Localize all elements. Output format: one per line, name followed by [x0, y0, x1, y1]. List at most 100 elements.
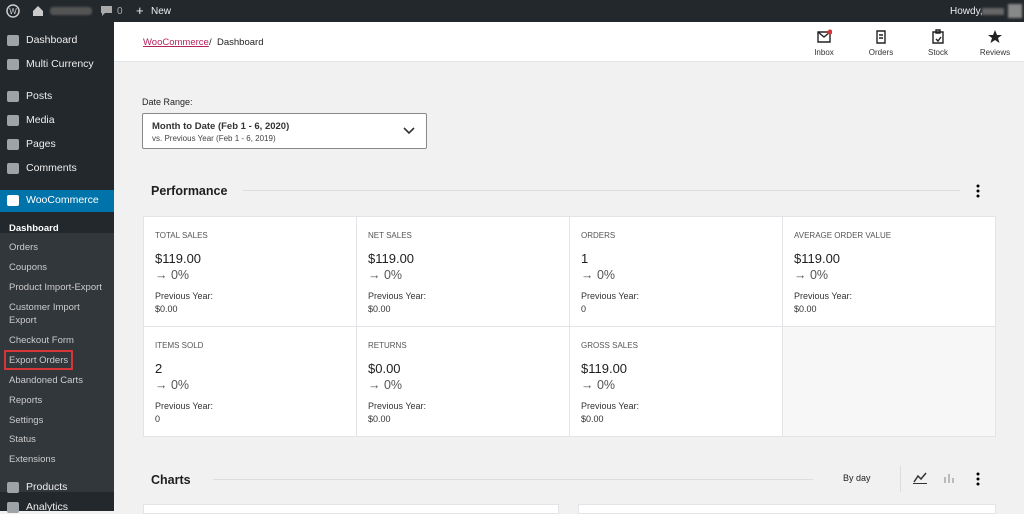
tile-previous-label: Previous Year:	[368, 291, 427, 301]
menu-icon	[7, 115, 19, 126]
tile-value: $119.00	[794, 251, 841, 266]
menu-item[interactable]: Posts	[26, 90, 53, 102]
metric-tile[interactable]: ITEMS SOLD 2 → 0% Previous Year: 0	[144, 327, 357, 437]
bar-chart-toggle[interactable]	[942, 472, 956, 484]
more-menu[interactable]	[973, 472, 983, 487]
menu-icon	[7, 502, 19, 513]
home-icon[interactable]	[32, 5, 44, 17]
line-chart-toggle[interactable]	[913, 472, 927, 484]
tile-change: → 0%	[581, 268, 616, 282]
tile-previous: $0.00	[155, 304, 178, 314]
menu-icon	[7, 482, 19, 493]
metric-tile[interactable]: NET SALES $119.00 → 0% Previous Year: $0.00	[357, 217, 570, 327]
date-range-primary: Month to Date (Feb 1 - 6, 2020)	[152, 121, 290, 132]
menu-item[interactable]: Analytics	[26, 501, 69, 513]
menu-icon	[7, 139, 19, 150]
charts-title: Charts	[151, 473, 191, 487]
tile-previous-label: Previous Year:	[794, 291, 853, 301]
tile-value: $119.00	[155, 251, 202, 266]
metric-tile[interactable]: GROSS SALES $119.00 → 0% Previous Year: $0.0…	[570, 327, 783, 437]
tile-previous: $0.00	[368, 304, 391, 314]
tile-previous: $0.00	[794, 304, 817, 314]
metric-tile[interactable]: RETURNS $0.00 → 0% Previous Year: $0.00	[357, 327, 570, 437]
breadcrumb-separator: /	[209, 37, 212, 48]
tile-label: GROSS SALES	[581, 341, 638, 350]
menu-item[interactable]: Dashboard	[26, 34, 78, 46]
chevron	[403, 127, 415, 135]
submenu-item[interactable]: Orders	[9, 242, 39, 253]
menu-arrow	[108, 195, 120, 207]
submenu-item[interactable]: Checkout Form	[9, 335, 74, 346]
interval-select[interactable]: By day	[843, 473, 871, 483]
submenu-item[interactable]: Status	[9, 434, 36, 445]
tile-value: 1	[581, 251, 589, 266]
date-range-select[interactable]: Month to Date (Feb 1 - 6, 2020) vs. Prev…	[142, 113, 427, 149]
menu-item-active[interactable]: WooCommerce	[26, 194, 99, 206]
comment-icon[interactable]	[101, 6, 112, 16]
svg-text:W: W	[9, 7, 17, 16]
menu-active	[0, 190, 114, 212]
submenu-item[interactable]: Settings	[9, 415, 44, 426]
menu-item[interactable]: Comments	[26, 162, 77, 174]
tile-previous: 0	[155, 414, 161, 424]
tile-value: $0.00	[368, 361, 401, 376]
action-icon[interactable]	[930, 29, 946, 45]
menu-icon	[7, 35, 19, 46]
menu-item[interactable]: Products	[26, 481, 68, 493]
submenu-item[interactable]: Product Import-Export	[9, 282, 102, 293]
action-icon[interactable]	[987, 29, 1003, 45]
submenu-item[interactable]: Customer Import Export	[9, 302, 80, 326]
tile-label: TOTAL SALES	[155, 231, 208, 240]
menu-icon	[7, 59, 19, 70]
tile-label: RETURNS	[368, 341, 407, 350]
performance-grid: TOTAL SALES $119.00 → 0% Previous Year: $0.0…	[143, 216, 996, 437]
tile-previous: $0.00	[368, 414, 391, 424]
action-label[interactable]: Inbox	[814, 48, 834, 57]
submenu-item[interactable]: Reports	[9, 395, 43, 406]
menu-item[interactable]: Multi Currency	[26, 58, 94, 70]
howdy[interactable]: Howdy,	[950, 6, 983, 17]
tile-change: → 0%	[368, 268, 403, 282]
date-range-secondary: vs. Previous Year (Feb 1 - 6, 2019)	[152, 134, 276, 143]
metric-tile[interactable]: ORDERS 1 → 0% Previous Year: 0	[570, 217, 783, 327]
breadcrumb-link[interactable]: WooCommerce	[143, 37, 209, 48]
submenu-item[interactable]: Abandoned Carts	[9, 375, 83, 386]
action-icon[interactable]	[873, 29, 889, 45]
divider	[213, 479, 813, 480]
submenu-item[interactable]: Export Orders	[9, 355, 69, 366]
submenu-item[interactable]: Dashboard	[9, 223, 59, 234]
tile-label: ORDERS	[581, 231, 616, 240]
submenu-item[interactable]: Coupons	[9, 262, 48, 273]
user-blurred	[982, 8, 1004, 15]
metric-tile[interactable]: TOTAL SALES $119.00 → 0% Previous Year: $0.0…	[144, 217, 357, 327]
menu-icon	[7, 195, 19, 206]
tile-previous: 0	[581, 304, 587, 314]
tile-previous: $0.00	[581, 414, 604, 424]
tile-previous-label: Previous Year:	[368, 401, 427, 411]
more-menu[interactable]	[973, 184, 983, 199]
action-label[interactable]: Orders	[868, 48, 894, 57]
submenu-item[interactable]: Extensions	[9, 454, 56, 465]
tile-label: AVERAGE ORDER VALUE	[794, 231, 892, 240]
action-label[interactable]: Reviews	[979, 48, 1011, 57]
action-label[interactable]: Stock	[927, 48, 948, 57]
submenu	[0, 233, 114, 492]
menu-icon	[7, 91, 19, 102]
new-link[interactable]: New	[151, 6, 172, 17]
tile-value: $119.00	[368, 251, 415, 266]
tile-value: 2	[155, 361, 163, 376]
highlight-box	[4, 350, 73, 370]
date-range-label: Date Range:	[142, 97, 193, 107]
breadcrumb-current: Dashboard	[217, 37, 264, 48]
menu-item[interactable]: Media	[26, 114, 55, 126]
divider	[900, 466, 901, 492]
action-icon[interactable]	[816, 29, 832, 45]
wp-logo[interactable]: W	[6, 4, 20, 18]
chart-card	[143, 504, 559, 514]
metric-tile[interactable]: AVERAGE ORDER VALUE $119.00 → 0% Previous Y…	[783, 217, 996, 327]
menu-item[interactable]: Pages	[26, 138, 56, 150]
tile-previous-label: Previous Year:	[581, 291, 640, 301]
tile-previous-label: Previous Year:	[155, 291, 214, 301]
comment-count[interactable]: 0	[117, 6, 123, 17]
